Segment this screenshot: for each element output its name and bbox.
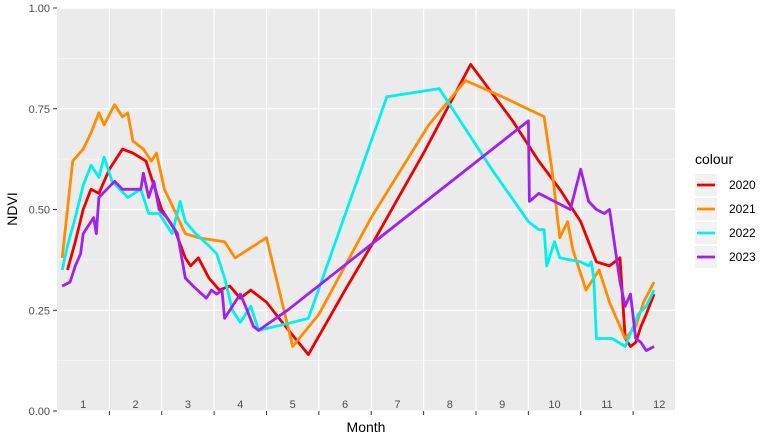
x-tick-label: 10 bbox=[548, 399, 560, 411]
y-axis-title: NDVI bbox=[4, 192, 20, 225]
y-tick-label: 0.50 bbox=[29, 205, 50, 217]
legend-label-2020: 2020 bbox=[729, 178, 756, 192]
x-tick-label: 1 bbox=[80, 399, 86, 411]
y-tick-label: 0.00 bbox=[29, 406, 50, 418]
x-tick-label: 5 bbox=[290, 399, 296, 411]
x-tick-label: 9 bbox=[499, 399, 505, 411]
x-tick-label: 7 bbox=[394, 399, 400, 411]
series-line-2021 bbox=[60, 79, 656, 348]
series-lines bbox=[60, 63, 656, 357]
x-tick-label: 2 bbox=[132, 399, 138, 411]
legend-label-2022: 2022 bbox=[729, 226, 756, 240]
x-tick-label: 6 bbox=[342, 399, 348, 411]
x-axis-title: Month bbox=[347, 419, 386, 435]
series-line-2023 bbox=[61, 119, 655, 353]
legend: colour 2020 2021 2022 2023 bbox=[695, 151, 756, 268]
y-tick-label: 1.00 bbox=[29, 3, 50, 15]
x-tick-label: 11 bbox=[601, 399, 612, 411]
y-axis: 0.00 0.25 0.50 0.75 1.00 bbox=[29, 3, 57, 418]
x-tick-label: 3 bbox=[185, 399, 191, 411]
grid-lines bbox=[57, 7, 675, 412]
x-tick-label: 8 bbox=[447, 399, 453, 411]
y-tick-label: 0.75 bbox=[29, 104, 50, 116]
series-line-2022 bbox=[60, 87, 656, 348]
legend-title: colour bbox=[695, 151, 733, 167]
x-tick-label: 12 bbox=[653, 399, 665, 411]
legend-label-2023: 2023 bbox=[729, 250, 756, 264]
y-tick-label: 0.25 bbox=[29, 305, 50, 317]
x-axis: 1 2 3 4 5 6 7 8 9 10 11 12 bbox=[80, 399, 665, 415]
legend-label-2021: 2021 bbox=[729, 202, 756, 216]
x-tick-label: 4 bbox=[237, 399, 243, 411]
